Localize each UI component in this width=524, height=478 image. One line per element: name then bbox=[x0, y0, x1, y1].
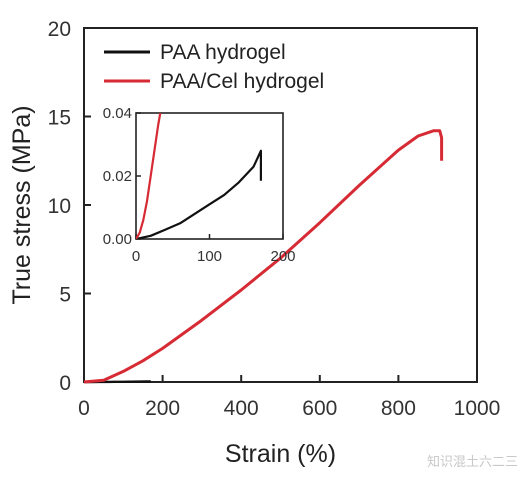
inset-y-tick-label: 0.02 bbox=[103, 168, 132, 185]
x-tick-label: 800 bbox=[381, 397, 416, 420]
x-tick-label: 1000 bbox=[454, 397, 501, 420]
x-tick-label: 200 bbox=[145, 397, 180, 420]
x-tick-label: 0 bbox=[78, 397, 90, 420]
inset-y-tick-label: 0.00 bbox=[103, 231, 132, 248]
x-tick-label: 400 bbox=[224, 397, 259, 420]
y-axis-label: True stress (MPa) bbox=[8, 105, 36, 304]
inset-series-group bbox=[136, 113, 262, 239]
y-tick-label: 5 bbox=[59, 284, 71, 307]
y-tick-label: 20 bbox=[48, 18, 71, 41]
y-tick-label: 0 bbox=[59, 372, 71, 395]
x-tick-label: 600 bbox=[302, 397, 337, 420]
y-tick-label: 15 bbox=[48, 107, 71, 130]
legend: PAA hydrogel PAA/Cel hydrogel bbox=[104, 41, 324, 93]
inset-series-line-paa-cel bbox=[136, 113, 162, 239]
inset-x-tick-label: 200 bbox=[270, 248, 295, 265]
inset-x-tick-label: 100 bbox=[197, 248, 222, 265]
y-tick-label: 10 bbox=[48, 195, 71, 218]
series-line-paa-cel bbox=[83, 129, 444, 384]
inset-y-tick-label: 0.04 bbox=[103, 105, 132, 122]
x-axis-label: Strain (%) bbox=[225, 440, 336, 468]
watermark: 知识混土六二三 bbox=[426, 455, 518, 470]
legend-label-paa-cel: PAA/Cel hydrogel bbox=[160, 70, 324, 93]
inset-plot: 0 100 200 0.00 0.02 0.04 bbox=[103, 105, 296, 265]
inset-series-line-paa bbox=[136, 149, 262, 239]
inset-x-tick-label: 0 bbox=[132, 248, 140, 265]
legend-label-paa: PAA hydrogel bbox=[160, 41, 286, 64]
